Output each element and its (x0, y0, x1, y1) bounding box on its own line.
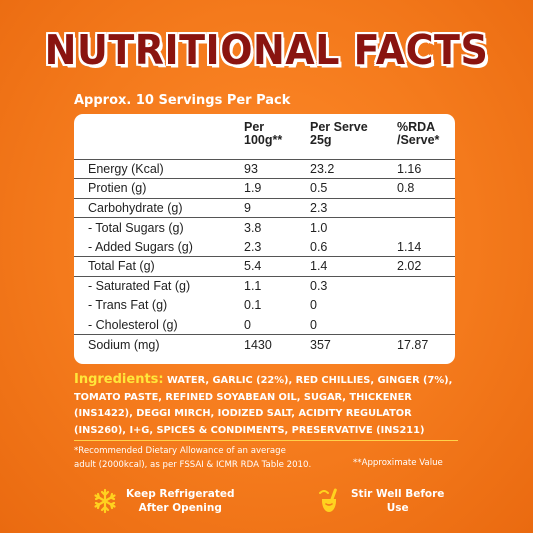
per-100g-value: 1.1 (244, 275, 302, 296)
refrigerate-line2: After Opening (138, 502, 222, 514)
ingredients-label: Ingredients: (74, 372, 164, 387)
footnote-line2: adult (2000kcal), as per FSSAI & ICMR RD… (74, 460, 312, 470)
servings-text: Approx. 10 Servings Per Pack (74, 93, 291, 108)
header-per-serve: Per Serve 25g (302, 114, 395, 159)
per-100g-value: 3.8 (244, 217, 302, 237)
per-serve-value: 0 (310, 298, 317, 313)
stir-line2: Use (386, 502, 409, 514)
header-per-100g-line2: 100g** (244, 133, 283, 147)
rda-value (395, 197, 455, 218)
rda-value: 2.02 (395, 256, 455, 276)
nutrient-label: Protien (g) (74, 178, 244, 198)
footnote-line1: *Recommended Dietary Allowance of an ave… (74, 446, 286, 456)
header-rda-line2: /Serve* (397, 133, 440, 147)
nutrient-label: Total Fat (g) (74, 256, 244, 276)
per-serve-value: 0 (310, 317, 317, 332)
table-row: - Total Sugars (g) 3.8 1.0 (74, 217, 455, 237)
nutrient-label: Energy (Kcal) (74, 158, 244, 179)
per-serve-value: 1.0 (302, 217, 395, 237)
header-per-100g-line1: Per (244, 120, 265, 134)
nutrient-label: - Added Sugars (g) (88, 239, 193, 254)
per-serve-value: 0.5 (302, 178, 395, 198)
ingredients-text: WATER, GARLIC (22%), RED CHILLIES, GINGE… (74, 375, 453, 436)
header-per-serve-line2: 25g (310, 133, 332, 147)
header-rda: %RDA /Serve* (395, 114, 455, 159)
per-100g-value: 1430 (244, 334, 302, 354)
refrigerate-badge: Keep Refrigerated After Opening (92, 487, 234, 515)
table-row: - Saturated Fat (g) 1.1 0.3 (74, 275, 455, 296)
per-serve-value: 357 (302, 334, 395, 354)
rda-value: 0.8 (395, 178, 455, 198)
rda-value (395, 315, 455, 335)
table-row: Energy (Kcal) 93 23.2 1.16 (74, 158, 455, 179)
table-row: Total Fat (g) 5.4 1.4 2.02 (74, 256, 455, 276)
stir-text: Stir Well Before Use (351, 487, 444, 515)
rda-value (395, 217, 455, 237)
per-100g-value: 9 (244, 197, 302, 218)
table-row: Protien (g) 1.9 0.5 0.8 (74, 178, 455, 198)
nutrient-label: - Saturated Fat (g) (74, 275, 244, 296)
refrigerate-text: Keep Refrigerated After Opening (126, 487, 234, 515)
per-100g-value: 0.1 (244, 298, 262, 313)
nutrient-label: Sodium (mg) (74, 334, 244, 354)
header-per-100g: Per 100g** (244, 114, 302, 159)
header-per-serve-line1: Per Serve (310, 120, 368, 134)
rda-value (395, 296, 455, 316)
rda-value: 1.14 (397, 239, 422, 254)
table-row: - Cholesterol (g) 0 0 (74, 315, 455, 335)
divider (74, 440, 458, 441)
stir-line1: Stir Well Before (351, 488, 445, 500)
nutrient-label: - Trans Fat (g) (88, 298, 168, 313)
refrigerate-line1: Keep Refrigerated (126, 488, 235, 500)
snowflake-icon (92, 488, 118, 514)
per-serve-value: 1.4 (302, 256, 395, 276)
per-serve-value: 0.3 (302, 275, 395, 296)
nutrition-table-card: Per 100g** Per Serve 25g %RDA /Serve* En… (74, 114, 455, 364)
per-serve-value: 0.6 (310, 239, 328, 254)
per-100g-value: 1.9 (244, 178, 302, 198)
nutrition-table: Per 100g** Per Serve 25g %RDA /Serve* En… (74, 114, 455, 354)
stir-badge: Stir Well Before Use (317, 487, 444, 515)
per-100g-value: 5.4 (244, 256, 302, 276)
per-serve-value: 23.2 (302, 158, 395, 179)
nutrient-label: - Total Sugars (g) (74, 217, 244, 237)
header-rda-line1: %RDA (397, 120, 436, 134)
per-100g-value: 0 (244, 317, 251, 332)
nutrient-label: - Cholesterol (g) (88, 317, 178, 332)
table-row: Carbohydrate (g) 9 2.3 (74, 197, 455, 218)
rda-footnote: *Recommended Dietary Allowance of an ave… (74, 444, 374, 472)
stir-jar-icon (317, 487, 343, 515)
ingredients-block: Ingredients: WATER, GARLIC (22%), RED CH… (74, 372, 458, 439)
nutrient-label: Carbohydrate (g) (74, 197, 244, 218)
page-title: NUTRITIONAL FACTS (44, 26, 489, 74)
per-serve-value: 2.3 (302, 197, 395, 218)
rda-value: 1.16 (395, 158, 455, 179)
per-100g-value: 93 (244, 158, 302, 179)
rda-value: 17.87 (395, 334, 455, 354)
per-100g-value: 2.3 (244, 239, 262, 254)
table-row: - Trans Fat (g) 0.1 0 (74, 296, 455, 316)
table-header-row: Per 100g** Per Serve 25g %RDA /Serve* (74, 114, 455, 159)
header-nutrient (74, 114, 244, 159)
table-row: - Added Sugars (g) 2.3 0.6 1.14 (74, 237, 455, 257)
approx-footnote: **Approximate Value (353, 458, 443, 468)
rda-value (395, 275, 455, 296)
table-row: Sodium (mg) 1430 357 17.87 (74, 334, 455, 354)
